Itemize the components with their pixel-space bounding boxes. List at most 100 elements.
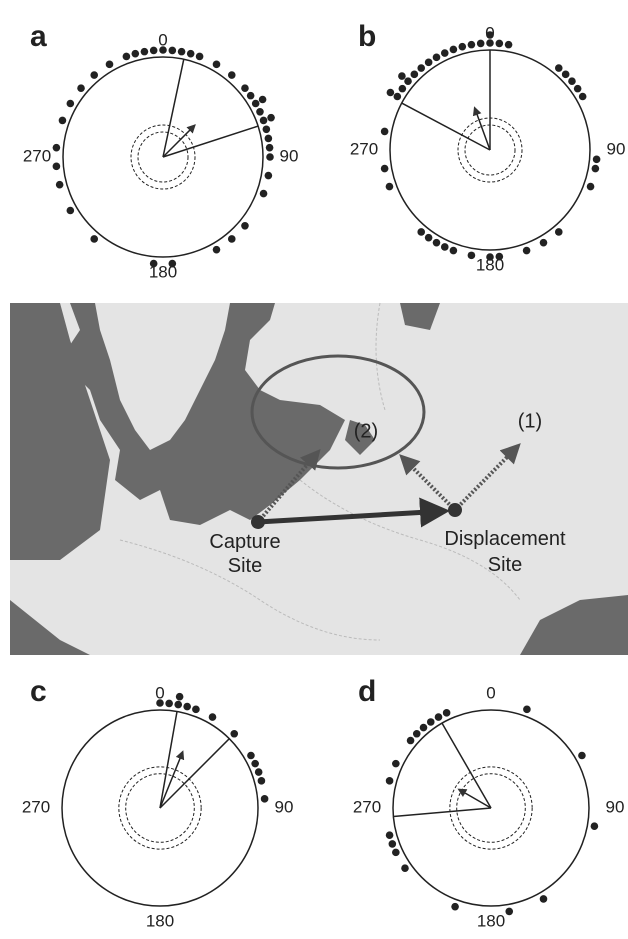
bearing-dot <box>168 46 177 55</box>
bearing-dot <box>230 729 239 738</box>
mean-vector <box>472 106 491 151</box>
bearing-dot <box>504 40 513 49</box>
circle-axis <box>62 56 264 258</box>
bearing-dot <box>208 713 217 721</box>
bearing-dot <box>495 39 504 48</box>
bearing-dot <box>149 46 158 55</box>
bearing-dot <box>168 259 177 268</box>
tick-label: 0 <box>158 30 167 49</box>
bearing-dot <box>52 162 61 171</box>
bearing-dot <box>406 736 415 745</box>
circle-axis <box>392 709 590 907</box>
bearing-dot <box>251 759 259 768</box>
bearing-dot <box>385 831 394 839</box>
tick-label: 90 <box>275 797 294 816</box>
bearing-dot <box>522 246 531 255</box>
tick-label: 180 <box>477 911 505 930</box>
bearing-dot <box>131 49 140 58</box>
bearing-dot <box>177 47 186 56</box>
bearing-dot <box>442 709 451 717</box>
bearing-dot <box>591 164 600 173</box>
bearing-dot <box>486 31 494 39</box>
map-label: (1) <box>518 410 542 432</box>
tick-label: 0 <box>486 683 495 702</box>
displacement-site <box>448 503 462 517</box>
map-lake <box>345 420 375 455</box>
bearing-dot <box>251 99 260 108</box>
map: (1) (2) Capture Site Displacement Site <box>10 302 628 655</box>
ci-line <box>162 125 259 158</box>
map-sea <box>520 595 628 655</box>
threshold-circle <box>449 766 533 850</box>
bearing-dot <box>434 713 443 721</box>
mean-vector <box>457 788 492 809</box>
bearing-dot <box>156 699 164 707</box>
bearing-dot <box>58 116 67 125</box>
bearing-dot <box>264 171 273 180</box>
bearing-dot <box>486 253 494 261</box>
ci-line <box>393 807 492 818</box>
bearing-dot <box>262 125 271 134</box>
bearing-dot <box>267 113 275 122</box>
bearing-dot <box>385 182 394 191</box>
panel-label: c <box>30 675 47 708</box>
bearing-dot <box>410 70 419 79</box>
bearing-dot <box>392 848 400 857</box>
bearing-dot <box>592 155 601 164</box>
bearing-dot <box>451 902 459 911</box>
bearing-dot <box>380 127 389 136</box>
map-sea <box>10 600 90 655</box>
bearing-dot <box>578 751 586 760</box>
bearing-dot <box>165 699 173 708</box>
bearing-dot <box>539 895 548 903</box>
map-land <box>10 303 628 655</box>
bearing-dot <box>432 238 441 247</box>
bearing-dot <box>212 245 221 254</box>
ci-line <box>159 711 178 809</box>
bearing-dot <box>186 49 195 58</box>
threshold-circle <box>137 131 189 183</box>
bearing-dot <box>401 864 409 873</box>
tick-label: 90 <box>606 797 625 816</box>
bearing-dot <box>55 180 64 189</box>
bearing-dot <box>476 39 485 48</box>
tick-label: 180 <box>146 911 174 930</box>
bearing-dot <box>66 99 75 108</box>
map-border <box>119 302 521 641</box>
capture-label-box: Capture Site <box>209 531 281 577</box>
bearing-dot <box>90 71 99 79</box>
bearing-dot <box>467 251 476 260</box>
bearing-dot <box>388 840 397 848</box>
bearing-dot <box>386 88 395 97</box>
bearing-dot <box>265 143 274 152</box>
bearing-dot <box>254 768 263 776</box>
bearing-dot <box>467 40 476 49</box>
bearing-dot <box>90 235 99 243</box>
bearing-dot <box>554 228 563 236</box>
bearing-dot <box>561 70 570 79</box>
circle-axis <box>61 709 259 907</box>
displacement-arrow <box>257 497 450 528</box>
map-land <box>10 560 60 620</box>
bearing-dot <box>175 692 184 701</box>
bearing-dot <box>392 759 400 768</box>
bearing-dot <box>417 64 426 72</box>
bearing-dot <box>398 72 406 80</box>
bearing-dot <box>260 795 269 803</box>
bearing-dot <box>523 705 531 714</box>
bearing-dot <box>122 52 131 61</box>
panel-label: d <box>358 675 376 708</box>
threshold-circle <box>118 766 202 850</box>
tick-label: 270 <box>350 139 378 158</box>
bearing-dot <box>539 238 548 247</box>
capture-label: Capture Site <box>209 531 281 577</box>
bearing-dot <box>264 134 273 143</box>
bearing-dot <box>424 233 433 242</box>
bearing-dot <box>440 243 449 251</box>
panel-label: b <box>358 20 376 53</box>
bearing-dot <box>183 702 191 711</box>
orientation-arrow <box>399 454 457 512</box>
bearing-dot <box>393 92 402 101</box>
bearing-dot <box>495 252 504 261</box>
bearing-dot <box>404 77 412 86</box>
